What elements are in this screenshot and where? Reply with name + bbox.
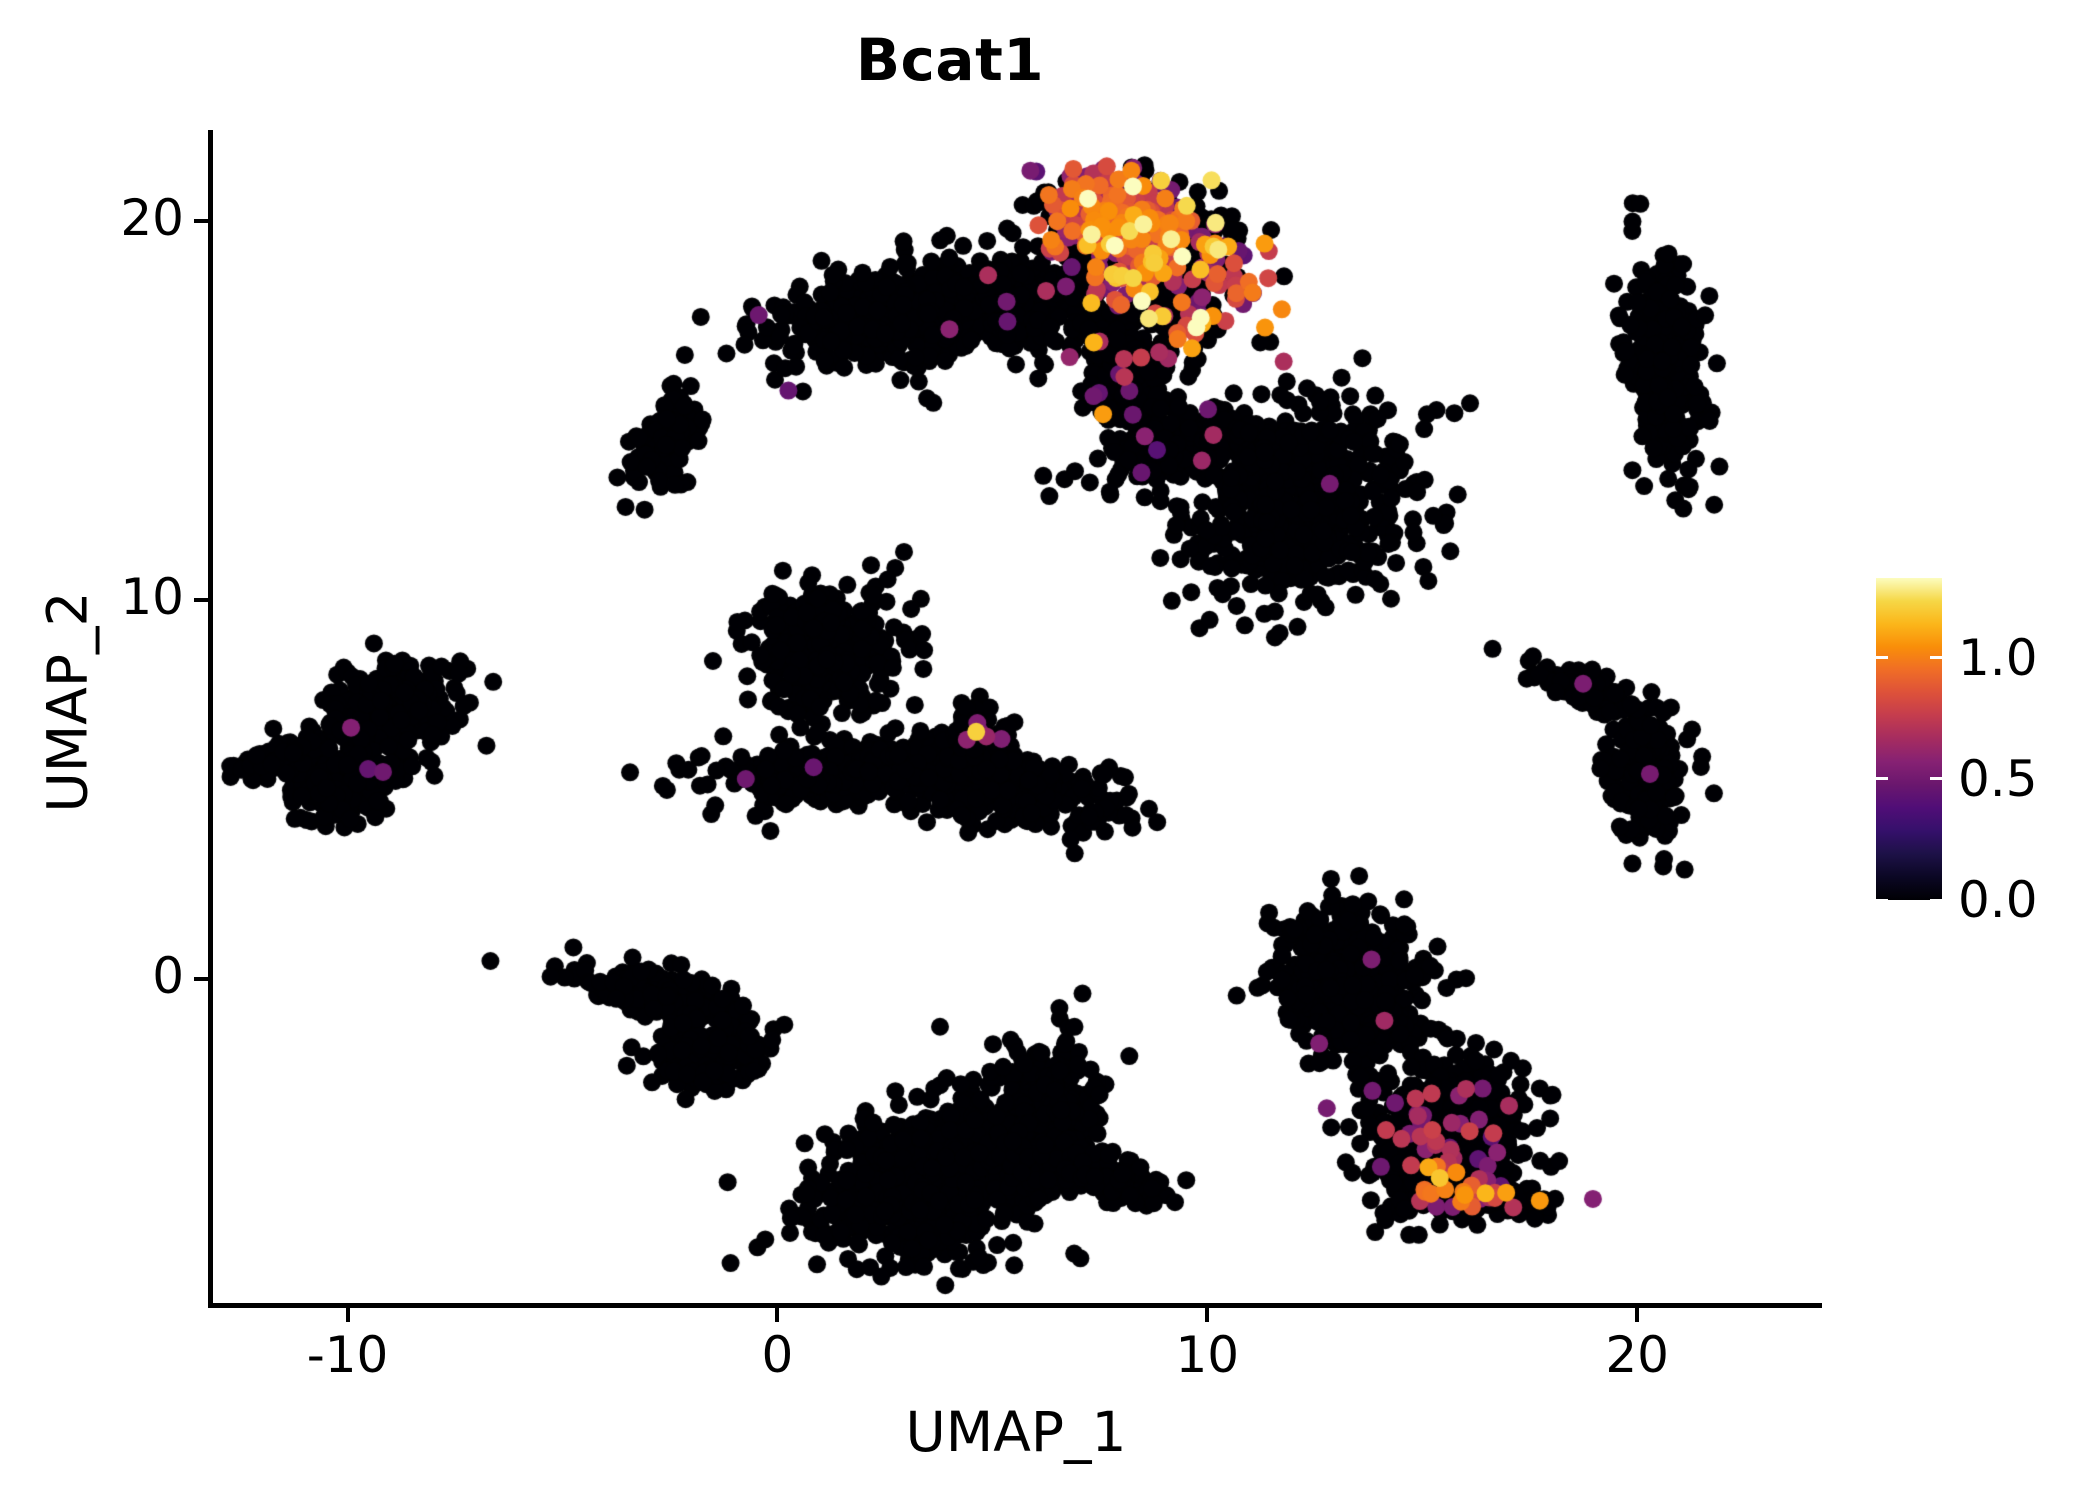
colorbar-tick-mark bbox=[1930, 656, 1942, 660]
plot-area bbox=[210, 130, 1822, 1305]
colorbar-tick-mark bbox=[1876, 898, 1888, 902]
colorbar-gradient bbox=[1876, 578, 1942, 900]
y-axis-spine bbox=[208, 130, 213, 1308]
y-tick-label: 20 bbox=[120, 188, 184, 247]
colorbar: 0.0 0.5 1.0 bbox=[1876, 578, 2038, 929]
colorbar-tick-mark bbox=[1930, 777, 1942, 781]
y-tick-label: 0 bbox=[152, 947, 184, 1006]
x-tick-mark bbox=[775, 1308, 780, 1322]
x-axis-label: UMAP_1 bbox=[905, 1400, 1127, 1464]
x-tick-mark bbox=[345, 1308, 350, 1322]
scatter-canvas bbox=[210, 130, 1822, 1305]
x-tick-label: 0 bbox=[761, 1326, 794, 1384]
y-tick-mark bbox=[194, 218, 208, 223]
colorbar-tick-mark bbox=[1930, 898, 1942, 902]
x-tick-label: 10 bbox=[1175, 1326, 1240, 1384]
x-axis-spine bbox=[208, 1303, 1822, 1308]
colorbar-tick-label: 0.5 bbox=[1958, 749, 2038, 808]
y-axis-label: UMAP_2 bbox=[35, 591, 100, 813]
colorbar-tick-label: 1.0 bbox=[1958, 628, 2038, 687]
y-tick-mark bbox=[194, 598, 208, 602]
x-tick-label: 20 bbox=[1605, 1326, 1669, 1384]
colorbar-tick-label: 0.0 bbox=[1958, 871, 2038, 929]
page-title: Bcat1 bbox=[855, 26, 1045, 94]
colorbar-tick-mark bbox=[1876, 777, 1888, 781]
x-tick-mark bbox=[1205, 1308, 1210, 1322]
y-tick-label: 10 bbox=[120, 568, 184, 626]
x-tick-mark bbox=[1635, 1308, 1640, 1322]
y-tick-mark bbox=[194, 977, 208, 982]
x-tick-label: -10 bbox=[306, 1326, 389, 1384]
y-axis-label-wrapper: UMAP_2 bbox=[36, 115, 100, 1290]
colorbar-tick-mark bbox=[1876, 656, 1888, 660]
